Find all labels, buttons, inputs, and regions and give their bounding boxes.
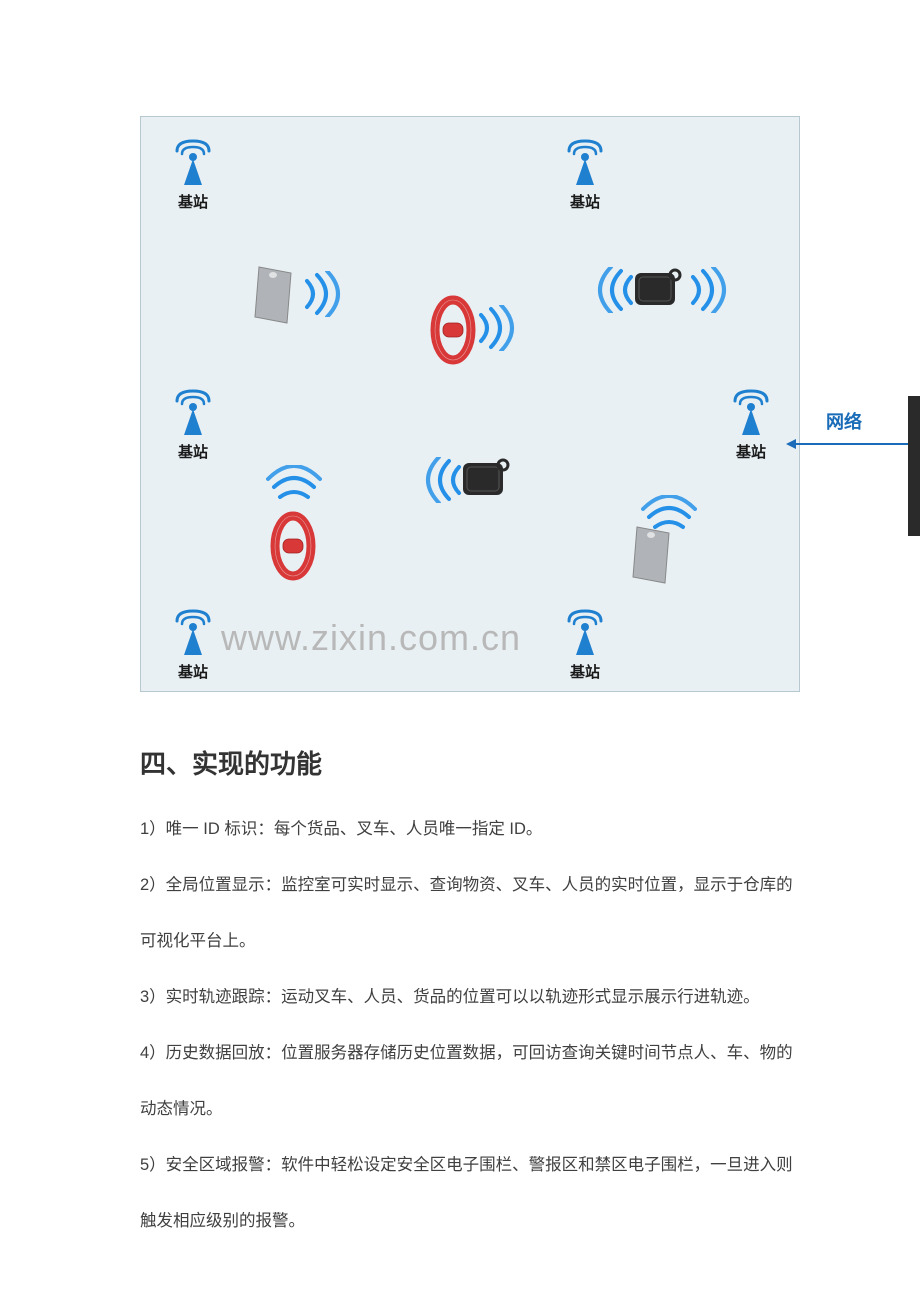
paragraph-line: 1）唯一 ID 标识：每个货品、叉车、人员唯一指定 ID。	[140, 816, 542, 842]
card-device-icon	[251, 265, 295, 327]
signal-wave-icon	[475, 305, 515, 356]
base-station: 基站	[163, 137, 223, 212]
signal-wave-icon	[266, 465, 322, 510]
base-station: 基站	[163, 607, 223, 682]
network-arrow-icon	[786, 434, 920, 454]
base-station: 基站	[555, 137, 615, 212]
station-label: 基站	[555, 661, 615, 682]
base-station: 基站	[163, 387, 223, 462]
signal-wave-icon	[687, 267, 727, 318]
station-label: 基站	[163, 441, 223, 462]
wristband-device-icon	[269, 511, 317, 581]
station-label: 基站	[163, 661, 223, 682]
base-station: 基站	[555, 607, 615, 682]
wristband-device-icon	[429, 295, 477, 365]
paragraph-line: 动态情况。	[140, 1096, 223, 1122]
tracker-device-icon	[629, 265, 683, 309]
paragraph-line: 4）历史数据回放：位置服务器存储历史位置数据，可回访查询关键时间节点人、车、物的	[140, 1040, 793, 1066]
base-station: 基站	[721, 387, 781, 462]
signal-wave-icon	[425, 457, 465, 508]
tracker-device-icon	[457, 455, 511, 499]
network-label: 网络	[826, 408, 862, 434]
paragraph-line: 可视化平台上。	[140, 928, 256, 954]
station-label: 基站	[721, 441, 781, 462]
station-label: 基站	[555, 191, 615, 212]
paragraph-line: 5）安全区域报警：软件中轻松设定安全区电子围栏、警报区和禁区电子围栏，一旦进入则	[140, 1152, 793, 1178]
signal-wave-icon	[641, 495, 697, 540]
paragraph-line: 触发相应级别的报警。	[140, 1208, 305, 1234]
paragraph-line: 3）实时轨迹跟踪：运动叉车、人员、货品的位置可以以轨迹形式显示展示行进轨迹。	[140, 984, 760, 1010]
section-heading: 四、实现的功能	[140, 744, 322, 781]
signal-wave-icon	[597, 267, 637, 318]
server-edge	[908, 396, 920, 536]
watermark-text: www.zixin.com.cn	[221, 617, 521, 659]
station-label: 基站	[163, 191, 223, 212]
signal-wave-icon	[301, 271, 341, 322]
paragraph-line: 2）全局位置显示：监控室可实时显示、查询物资、叉车、人员的实时位置，显示于仓库的	[140, 872, 793, 898]
positioning-diagram: 基站 基站 基站 基站 基站 基站	[140, 116, 800, 692]
